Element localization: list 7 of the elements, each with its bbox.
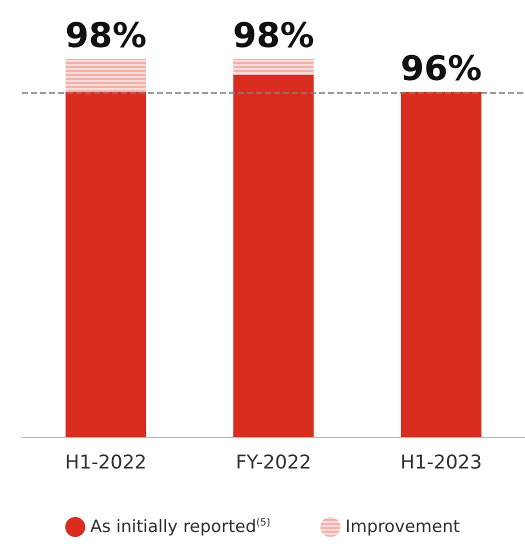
annotation: 98% bbox=[232, 16, 314, 56]
x-tick-label: H1-2023 bbox=[400, 452, 482, 474]
annotation: 96% bbox=[400, 48, 482, 89]
legend-label: Improvement bbox=[345, 517, 460, 537]
annotation: 98% bbox=[65, 16, 147, 56]
x-tick-label: H1-2022 bbox=[65, 452, 147, 474]
x-tick-label: FY-2022 bbox=[236, 452, 312, 474]
